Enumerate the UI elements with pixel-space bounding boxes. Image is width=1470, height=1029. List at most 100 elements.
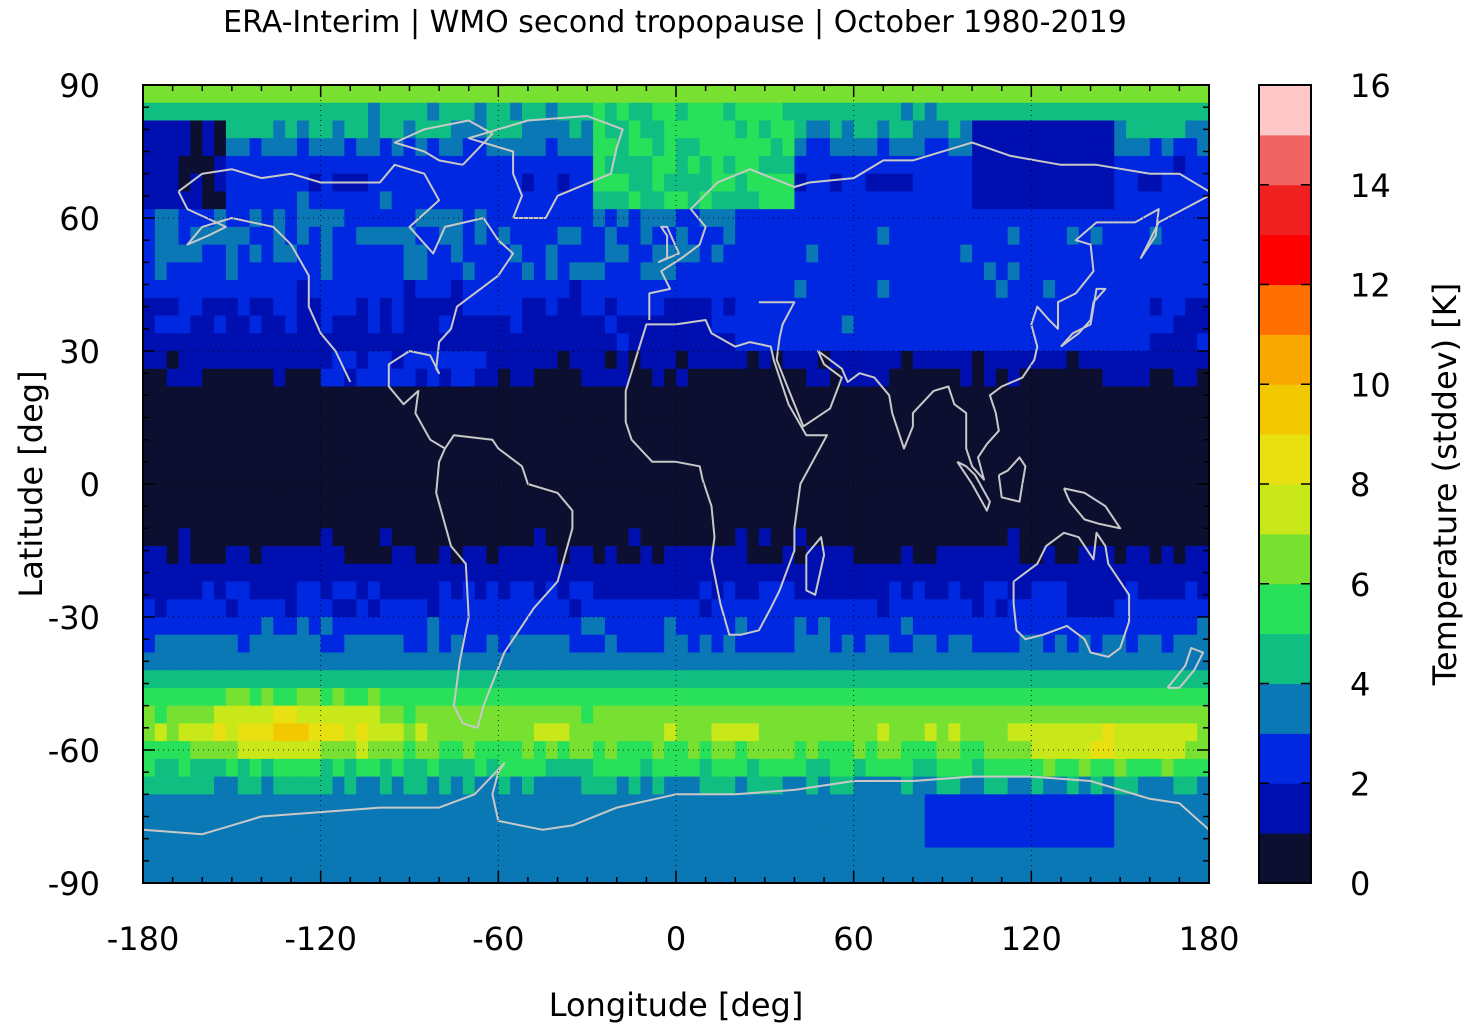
heatmap-cell	[344, 617, 357, 636]
heatmap-cell	[569, 847, 582, 866]
heatmap-cell	[960, 776, 973, 795]
heatmap-cell	[403, 812, 417, 831]
heatmap-cell	[901, 244, 914, 263]
heatmap-cell	[889, 652, 902, 671]
heatmap-cell	[379, 847, 393, 866]
heatmap-cell	[1019, 244, 1032, 263]
heatmap-cell	[593, 599, 606, 618]
heatmap-cell	[995, 386, 1009, 405]
heatmap-cell	[415, 581, 428, 600]
heatmap-cell	[747, 439, 760, 458]
heatmap-cell	[924, 244, 938, 263]
heatmap-cell	[510, 687, 523, 707]
heatmap-cell	[474, 85, 488, 104]
heatmap-cell	[652, 297, 665, 317]
heatmap-cell	[344, 226, 357, 246]
heatmap-cell	[166, 617, 180, 636]
heatmap-cell	[474, 546, 488, 565]
heatmap-cell	[569, 226, 582, 246]
heatmap-cell	[865, 191, 878, 210]
heatmap-cell	[391, 741, 405, 760]
heatmap-cell	[901, 581, 914, 600]
heatmap-cell	[924, 723, 938, 742]
heatmap-cell	[415, 85, 428, 104]
heatmap-cell	[1137, 421, 1151, 441]
heatmap-cell	[1102, 812, 1115, 831]
heatmap-cell	[664, 155, 677, 175]
heatmap-cell	[1137, 191, 1151, 210]
heatmap-cell	[794, 563, 807, 583]
heatmap-cell	[664, 475, 677, 494]
heatmap-cell	[948, 333, 961, 352]
heatmap-cell	[1066, 599, 1080, 618]
heatmap-cell	[841, 120, 855, 139]
heatmap-cell	[1197, 244, 1209, 263]
heatmap-cell	[143, 333, 156, 352]
heatmap-cell	[1031, 457, 1044, 476]
heatmap-cell	[332, 457, 345, 476]
heatmap-cell	[924, 492, 938, 512]
heatmap-cell	[877, 794, 890, 813]
heatmap-cell	[794, 209, 807, 228]
heatmap-cell	[1007, 457, 1021, 476]
heatmap-cell	[711, 368, 724, 388]
heatmap-cell	[202, 262, 215, 281]
heatmap-cell	[344, 155, 357, 175]
heatmap-cell	[296, 652, 310, 671]
heatmap-cell	[616, 351, 630, 370]
heatmap-cell	[841, 333, 855, 352]
heatmap-cell	[190, 617, 203, 636]
heatmap-cell	[1126, 351, 1139, 370]
heatmap-cell	[936, 829, 950, 849]
heatmap-cell	[901, 670, 914, 689]
heatmap-cell	[806, 315, 819, 334]
heatmap-cell	[225, 173, 239, 192]
heatmap-cell	[308, 528, 322, 547]
heatmap-cell	[190, 297, 203, 317]
heatmap-cell	[557, 829, 570, 849]
colorbar-segment	[1259, 234, 1311, 286]
heatmap-cell	[616, 297, 630, 317]
heatmap-cell	[818, 705, 831, 724]
heatmap-cell	[143, 670, 156, 689]
heatmap-cell	[794, 617, 807, 636]
heatmap-cell	[356, 333, 369, 352]
heatmap-cell	[770, 492, 784, 512]
heatmap-cell	[960, 670, 973, 689]
heatmap-cell	[853, 421, 867, 441]
heatmap-cell	[273, 85, 286, 104]
heatmap-cell	[865, 439, 878, 458]
heatmap-cell	[344, 351, 357, 370]
heatmap-cell	[249, 599, 263, 618]
heatmap-cell	[640, 297, 653, 317]
heatmap-cell	[237, 794, 251, 813]
heatmap-cell	[1137, 333, 1151, 352]
heatmap-cell	[1126, 209, 1139, 228]
heatmap-cell	[747, 226, 760, 246]
heatmap-cell	[1197, 528, 1209, 547]
heatmap-cell	[699, 457, 713, 476]
heatmap-cell	[510, 351, 523, 370]
heatmap-cell	[261, 794, 274, 813]
heatmap-cell	[1114, 421, 1127, 441]
heatmap-cell	[1066, 563, 1080, 583]
heatmap-cell	[332, 191, 345, 210]
heatmap-cell	[983, 528, 997, 547]
heatmap-cell	[912, 652, 926, 671]
heatmap-cell	[545, 581, 559, 600]
heatmap-cell	[285, 829, 298, 849]
heatmap-cell	[901, 758, 914, 778]
colorbar-tick-label: 16	[1350, 67, 1391, 105]
heatmap-cell	[166, 315, 180, 334]
heatmap-cell	[865, 351, 878, 370]
heatmap-cell	[687, 546, 701, 565]
heatmap-cell	[889, 812, 902, 831]
heatmap-cell	[391, 244, 405, 263]
heatmap-cell	[711, 741, 724, 760]
heatmap-cell	[368, 847, 381, 866]
heatmap-cell	[143, 528, 156, 547]
heatmap-cell	[1078, 617, 1092, 636]
heatmap-cell	[960, 528, 973, 547]
heatmap-cell	[1173, 634, 1186, 654]
heatmap-cell	[498, 829, 511, 849]
